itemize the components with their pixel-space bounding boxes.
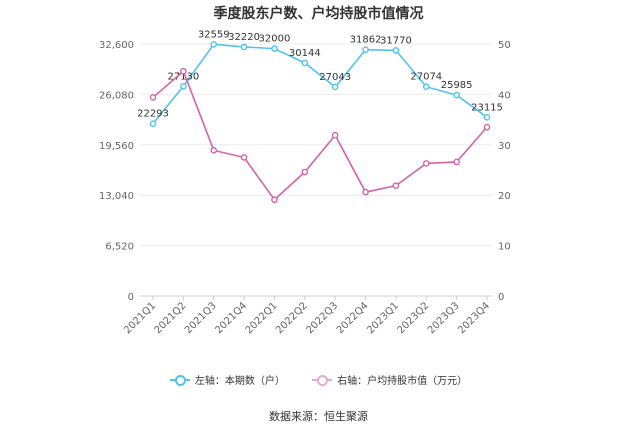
point-avg-value — [180, 67, 187, 75]
series-line-avg-value — [152, 69, 488, 201]
x-axis-tick-label: 2021Q2 — [153, 300, 189, 336]
right-axis-tick-label: 40 — [498, 90, 511, 101]
left-axis-tick-label: 6,520 — [105, 242, 134, 253]
point-avg-value — [483, 123, 491, 131]
point-avg-value — [301, 168, 309, 176]
data-label-households: 27043 — [319, 72, 351, 83]
left-axis-tick-label: 0 — [128, 292, 134, 303]
data-label-households: 27074 — [410, 72, 442, 83]
point-avg-value — [271, 196, 278, 204]
point-avg-value — [392, 182, 400, 189]
left-axis-tick-label: 19,560 — [99, 141, 134, 152]
point-households — [149, 120, 157, 127]
x-axis-tick-label: 2023Q4 — [456, 300, 492, 336]
data-label-households: 32559 — [198, 29, 230, 40]
legend-item-households[interactable]: 左轴：本期数（户） — [169, 372, 285, 387]
point-households — [453, 91, 460, 99]
point-avg-value — [331, 131, 339, 139]
point-avg-value — [453, 158, 460, 166]
point-avg-value — [149, 94, 157, 101]
point-households — [483, 114, 491, 121]
legend-marker-households — [169, 374, 190, 386]
point-households — [240, 43, 248, 51]
x-axis-tick-label: 2021Q4 — [213, 300, 249, 336]
point-households — [210, 41, 218, 48]
point-households — [392, 47, 400, 54]
right-axis-tick-label: 10 — [498, 242, 511, 253]
right-axis-tick-label: 0 — [498, 292, 504, 303]
x-axis-tick-label: 2022Q3 — [304, 300, 340, 336]
x-axis-tick-label: 2022Q4 — [335, 300, 371, 336]
right-axis-tick-label: 50 — [498, 40, 511, 51]
point-households — [362, 46, 369, 54]
data-label-households: 30144 — [289, 48, 321, 59]
point-avg-value — [210, 147, 218, 154]
point-avg-value — [422, 160, 430, 167]
legend-label-households: 左轴：本期数（户） — [194, 376, 285, 387]
data-label-households: 23115 — [471, 102, 503, 113]
x-axis-tick-label: 2023Q2 — [396, 300, 432, 336]
right-axis-tick-label: 20 — [498, 191, 511, 202]
point-households — [271, 45, 278, 52]
data-label-households: 32000 — [259, 34, 291, 45]
point-avg-value — [362, 188, 369, 196]
data-label-households: 22293 — [137, 109, 169, 120]
chart-title: 季度股东户数、户均持股市值情况 — [213, 6, 424, 22]
x-axis-tick-label: 2022Q2 — [274, 300, 310, 336]
data-label-households: 32220 — [228, 32, 260, 43]
x-axis-tick-label: 2021Q1 — [122, 300, 158, 336]
data-label-households: 31862 — [350, 35, 382, 46]
x-axis-tick-label: 2021Q3 — [183, 300, 219, 336]
point-households — [422, 83, 430, 91]
x-axis-tick-label: 2023Q1 — [365, 300, 401, 336]
point-households — [331, 83, 339, 91]
left-axis-tick-label: 26,080 — [99, 90, 134, 101]
data-label-households: 27130 — [167, 71, 199, 82]
point-avg-value — [240, 154, 248, 161]
x-axis-tick-label: 2022Q1 — [244, 300, 280, 336]
data-source: 数据来源：恒生聚源 — [269, 410, 368, 423]
left-axis-tick-label: 32,600 — [99, 40, 134, 51]
legend-item-avg-value[interactable]: 右轴：户均持股市值（万元） — [312, 372, 467, 387]
right-axis-tick-label: 30 — [498, 141, 511, 152]
left-axis-tick-label: 13,040 — [99, 191, 134, 202]
x-axis-tick-label: 2023Q3 — [426, 300, 462, 336]
series-line-households — [152, 43, 488, 125]
legend-label-avg-value: 右轴：户均持股市值（万元） — [337, 376, 468, 387]
point-households — [301, 59, 309, 67]
point-households — [180, 82, 187, 90]
data-label-households: 31770 — [380, 35, 412, 46]
chart-legend: 左轴：本期数（户） 右轴：户均持股市值（万元） — [0, 372, 637, 388]
legend-marker-avg-value — [312, 374, 333, 386]
data-label-households: 25985 — [441, 80, 473, 91]
